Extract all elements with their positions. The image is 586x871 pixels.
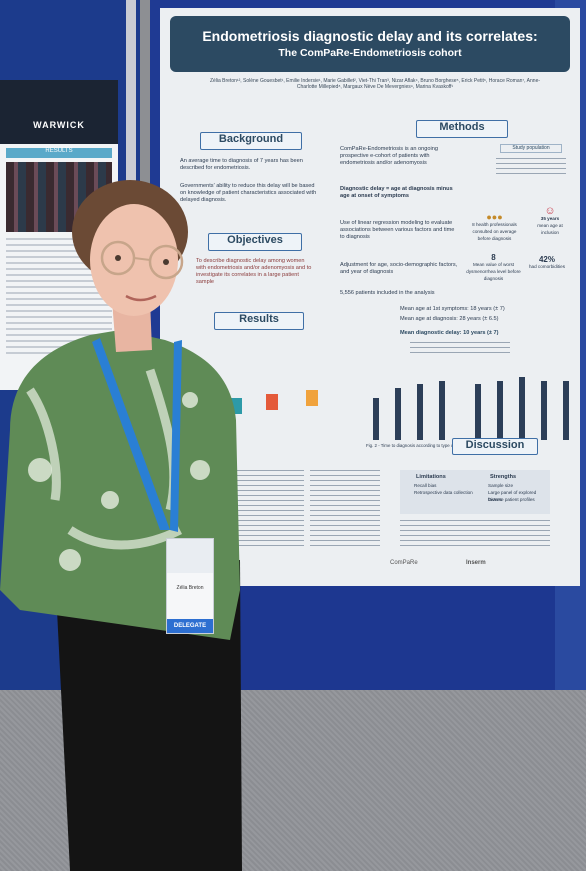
bar-4	[439, 380, 446, 440]
forest-plot-labels	[310, 470, 380, 550]
left-eye	[115, 255, 121, 261]
background-text-2: Governments' ability to reduce this dela…	[180, 183, 317, 203]
study-population-label: Study population	[500, 144, 562, 153]
side-poster-bar: RESULTS	[6, 148, 112, 158]
results-delay: Mean diagnostic delay: 10 years (± 7)	[400, 330, 499, 336]
blouse-flower-4	[59, 549, 81, 571]
background-text: An average time to diagnosis of 7 years …	[180, 158, 303, 171]
bar-chart	[360, 370, 580, 440]
discussion-heading: Discussion	[452, 438, 538, 455]
methods-item-1: ComPaRe-Endometriosis is an ongoing pros…	[340, 146, 438, 166]
poster-authors: Zélia Breton¹², Solène Gouesbet¹, Emilie…	[209, 78, 541, 90]
strengths-label: Strengths	[490, 474, 517, 480]
methods-item-5: 5,556 patients included in the analysis	[340, 290, 435, 296]
bar-6	[497, 380, 504, 440]
stat-professionals: ●●● 8 health professionals consulted on …	[472, 212, 517, 242]
blouse-flower-3	[101, 491, 119, 509]
stat-comorbidities-value: 42%	[538, 255, 555, 264]
boxplot-chart	[218, 348, 338, 428]
strength-3: Diverse patient profiles	[488, 497, 535, 502]
stat-age-label: mean age at inclusion	[537, 223, 563, 235]
stat-comorbidities-label: had comorbidities	[528, 264, 565, 269]
methods-item-3: Use of linear regression modeling to eva…	[340, 220, 455, 240]
badge-role: DELEGATE	[167, 619, 213, 633]
results-subtext	[410, 342, 510, 354]
strength-1: Sample size	[488, 483, 514, 488]
badge-name: Zélia Breton	[176, 585, 204, 591]
limitation-2: Retrospective data collection	[414, 490, 473, 495]
bar-7	[519, 377, 526, 440]
stat-professionals-value: 8	[472, 222, 475, 227]
bar-5	[475, 384, 482, 440]
results-age-diagnosis: Mean age at diagnosis: 28 years (± 6.5)	[400, 316, 499, 322]
objectives-heading: Objectives	[208, 233, 302, 251]
poster-title-banner: Endometriosis diagnostic delay and its c…	[170, 16, 570, 72]
background-heading: Background	[200, 132, 302, 150]
stat-age: ☺ 35 years mean age at inclusion	[530, 205, 570, 236]
results-heading: Results	[214, 312, 304, 330]
lanyard	[92, 338, 170, 530]
stat-age-value: 35 years	[540, 216, 560, 221]
glasses-bridge	[133, 257, 151, 261]
strength-2: Large panel of explored factors	[488, 490, 537, 502]
trousers	[55, 560, 242, 871]
limitations-label: Limitations	[416, 474, 446, 480]
objectives-text: To describe diagnostic delay among women…	[196, 258, 312, 285]
fig2-caption: Fig. 2 - Time to diagnosis according to …	[366, 443, 508, 448]
stat-dysmenorrhea-value: 8	[491, 253, 496, 262]
bar-2	[395, 387, 402, 440]
research-poster: Endometriosis diagnostic delay and its c…	[160, 8, 580, 586]
results-age-symptoms: Mean age at 1st symptoms: 18 years (± 7)	[400, 306, 505, 312]
blouse-flower-1	[28, 458, 52, 482]
logo-compare: ComPaRe	[390, 560, 418, 566]
boxplot-box-3	[306, 390, 318, 406]
glasses-right-lens	[148, 244, 184, 280]
blouse-flower-2	[190, 460, 210, 480]
methods-item-4: Adjustment for age, socio-demographic fa…	[340, 262, 458, 275]
limitation-1: Recall bias	[414, 483, 437, 488]
badge-logo-area	[167, 539, 213, 573]
boxplot-box-2	[266, 394, 278, 410]
smile	[125, 294, 157, 302]
bar-1	[373, 398, 380, 440]
stat-professionals-label: health professionals consulted on averag…	[472, 222, 517, 241]
blouse-flower-5	[182, 392, 198, 408]
poster-title: Endometriosis diagnostic delay and its c…	[202, 28, 538, 44]
bar-8	[541, 380, 548, 440]
logo-inserm: Inserm	[466, 560, 486, 566]
presenter-figure	[0, 180, 242, 871]
stat-professionals-icon: ●●●	[486, 212, 503, 222]
side-poster-header: WARWICK	[0, 80, 118, 144]
person-icon: ☺	[544, 205, 556, 217]
name-badge: Zélia Breton DELEGATE	[166, 538, 214, 634]
forest-plot	[234, 470, 304, 550]
stat-dysmenorrhea: 8 Mean value of worst dysmenorrhea level…	[466, 254, 521, 282]
right-eye	[163, 259, 169, 265]
bar-3	[417, 384, 424, 440]
side-poster-brand: WARWICK	[33, 120, 85, 130]
methods-heading: Methods	[416, 120, 508, 138]
stat-dysmenorrhea-label: Mean value of worst dysmenorrhea level b…	[466, 262, 521, 281]
lanyard-right	[170, 340, 182, 532]
bar-9	[563, 380, 570, 440]
conclusion-text	[400, 520, 550, 548]
discussion-box: Limitations Recall bias Retrospective da…	[400, 470, 550, 514]
stat-comorbidities: 42% had comorbidities	[524, 256, 570, 270]
study-population-text	[496, 158, 566, 178]
poster-subtitle: The ComPaRe-Endometriosis cohort	[278, 47, 462, 59]
logo-strip: ComPaRe Inserm	[230, 560, 570, 574]
methods-item-2: Diagnostic delay = age at diagnosis minu…	[340, 186, 453, 199]
